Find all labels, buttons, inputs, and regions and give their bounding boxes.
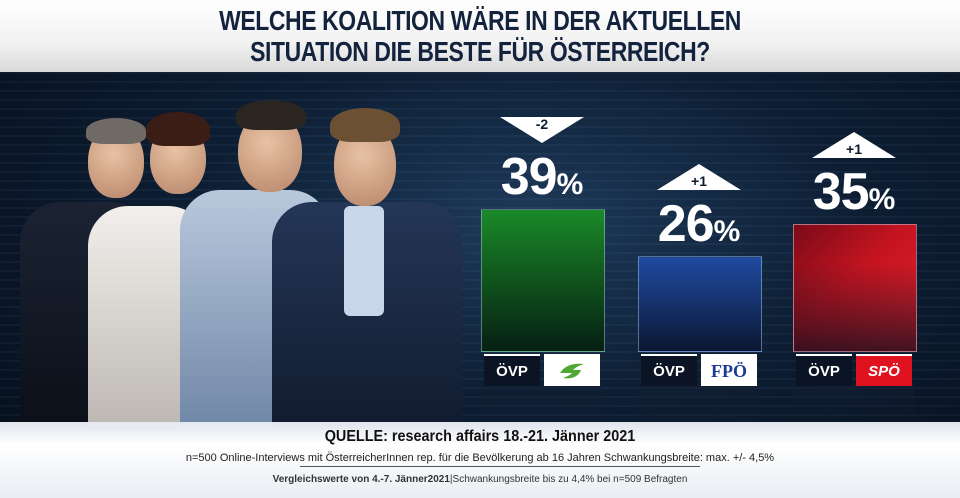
politician-photos [0, 100, 472, 432]
title-line-2: SITUATION DIE BESTE FÜR ÖSTERREICH? [250, 36, 710, 67]
up-arrow-icon [657, 164, 741, 190]
coalition-logos-3: ÖVP SPÖ [796, 354, 912, 386]
gruene-logo-icon [544, 354, 600, 386]
bar-2 [638, 256, 762, 352]
value-label-3: 35% [774, 162, 934, 222]
title-line-1: WELCHE KOALITION WÄRE IN DER AKTUELLEN [219, 5, 741, 36]
bar-reflection-1 [481, 384, 603, 424]
spoe-logo: SPÖ [856, 354, 912, 386]
footer-panel [0, 422, 960, 498]
up-arrow-icon [812, 132, 896, 158]
change-label-3: +1 [846, 141, 862, 157]
comparison-dates: Vergleichswerte von 4.-7. Jänner2021 [272, 474, 450, 485]
oevp-logo: ÖVP [641, 354, 697, 386]
comparison-detail: |Schwankungsbreite bis zu 4,4% bei n=509… [449, 474, 688, 485]
bar-1 [481, 209, 605, 352]
value-percent-sign-1: % [556, 168, 584, 201]
coalition-logos-2: ÖVP FPÖ [641, 354, 757, 386]
down-arrow-icon [500, 117, 584, 143]
oevp-logo: ÖVP [796, 354, 852, 386]
source-text: QUELLE: research affairs 18.-21. Jänner … [324, 428, 636, 445]
value-number-3: 35 [812, 163, 870, 221]
title-band: WELCHE KOALITION WÄRE IN DER AKTUELLEN S… [0, 0, 960, 72]
coalition-logos-1: ÖVP [484, 354, 600, 386]
value-percent-sign-2: % [713, 215, 741, 248]
value-number-1: 39 [500, 148, 558, 206]
comparison-note: Vergleichswerte von 4.-7. Jänner2021|Sch… [0, 474, 960, 485]
method-note: n=500 Online-Interviews mit Österreicher… [185, 452, 775, 464]
change-label-1: -2 [535, 116, 549, 132]
oevp-logo: ÖVP [484, 354, 540, 386]
bar-reflection-3 [793, 384, 915, 424]
fpoe-logo-text: FPÖ [711, 360, 747, 381]
value-percent-sign-3: % [868, 183, 896, 216]
fpoe-logo: FPÖ [701, 354, 757, 386]
bar-3 [793, 224, 917, 352]
footer-divider [300, 466, 700, 467]
bar-reflection-2 [638, 384, 760, 424]
value-number-2: 26 [657, 195, 715, 253]
value-label-1: 39% [462, 147, 622, 207]
value-label-2: 26% [619, 194, 779, 254]
change-label-2: +1 [691, 173, 707, 189]
person-4 [272, 106, 472, 430]
